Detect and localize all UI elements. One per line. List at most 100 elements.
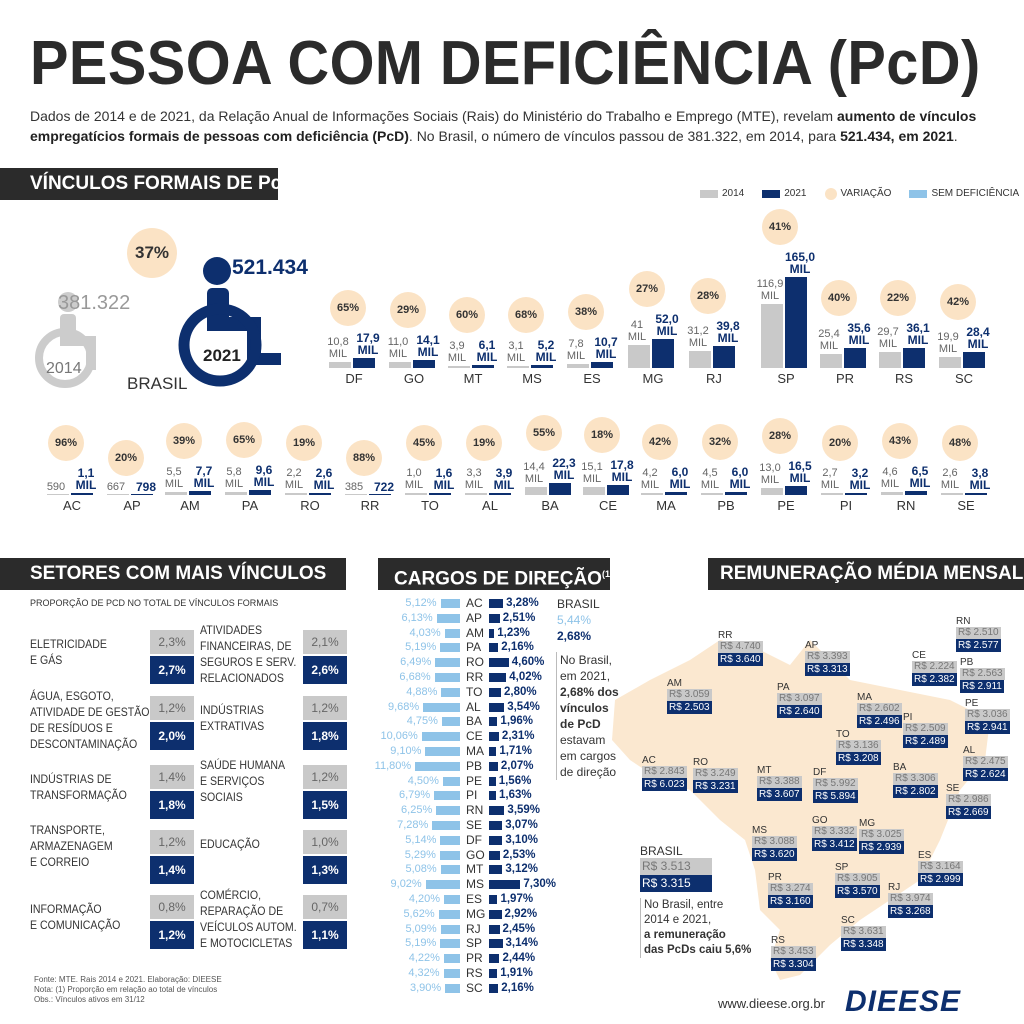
state-group-al: 3,3 MIL 3,9 MIL 19%	[460, 355, 520, 495]
bar-sem-deficiencia	[439, 850, 460, 860]
sector-value-2021: 1,4%	[150, 856, 194, 884]
bar-2014	[583, 486, 605, 495]
state-label: GO	[466, 847, 485, 862]
map-value-2021: R$ 2.802	[893, 785, 938, 798]
map-state-pa: PA R$ 3.097 R$ 2.640	[777, 682, 822, 718]
value-2021-unit: MIL	[535, 350, 557, 365]
state-label: DF	[345, 371, 363, 386]
map-value-2021: R$ 3.313	[805, 663, 850, 676]
map-state-rj: RJ R$ 3.974 R$ 3.268	[888, 882, 933, 918]
bar-pcd	[489, 850, 500, 860]
state-label: RN	[896, 498, 916, 513]
bar-sem-deficiencia	[434, 791, 460, 801]
bar-2021	[549, 482, 571, 495]
value-2021-number: 2,6	[315, 466, 333, 480]
value-pcd: 2,45%	[502, 922, 536, 935]
cargos-row-am: 4,03% AM 1,23%	[0, 626, 550, 641]
value-2021: 36,1 MIL	[903, 322, 933, 346]
value-2021: 6,1 MIL	[472, 339, 502, 363]
cargos-row-pa: 5,19% PA 2,16%	[0, 640, 550, 655]
legend-2014: 2014	[722, 188, 745, 199]
value-sem-deficiencia: 4,50%	[407, 774, 439, 787]
map-state-ac: AC R$ 2.843 R$ 6.023	[642, 755, 687, 791]
value-2021-unit: MIL	[357, 343, 379, 358]
cargos-brasil-pcd: 2,68%	[557, 629, 592, 643]
bar-2014	[701, 492, 723, 495]
state-label: PE	[777, 498, 795, 513]
map-state-ma: MA R$ 2.602 R$ 2.496	[857, 692, 902, 728]
bar-pcd	[489, 628, 495, 638]
state-group-mg: 41 MIL 52,0 MIL 27%	[623, 228, 683, 368]
value-sem-deficiencia: 6,25%	[401, 804, 433, 817]
state-group-ro: 2,2 MIL 2,6 MIL 19%	[280, 355, 340, 495]
sector-value-2014: 1,4%	[150, 765, 194, 789]
value-2021-number: 798	[135, 480, 157, 494]
variation-badge: 39%	[166, 422, 202, 459]
map-value-2014: R$ 3.905	[835, 873, 880, 885]
map-value-2021: R$ 2.669	[946, 806, 991, 819]
map-state-am: AM R$ 3.059 R$ 2.503	[667, 678, 712, 714]
legend-swatch-2021	[762, 190, 781, 198]
wheelchair-icon-2014	[35, 292, 96, 388]
footer-source: Fonte: MTE. Rais 2014 e 2021. Elaboração…	[34, 975, 222, 984]
variation-badge: 29%	[390, 292, 426, 329]
value-2014-unit: MIL	[878, 337, 898, 350]
value-2021-number: 28,4	[966, 325, 990, 340]
cargos-row-ma: 9,10% MA 1,71%	[0, 744, 550, 759]
value-sem-deficiencia: 4,20%	[408, 893, 441, 905]
value-2021: 165,0 MIL	[785, 251, 815, 275]
value-2021-unit: MIL	[909, 476, 931, 491]
map-state-label: AC	[642, 755, 656, 766]
bar-2021	[652, 339, 674, 368]
state-label: PB	[466, 758, 483, 773]
value-2014-number: 19,9	[937, 331, 959, 344]
cargos-row-ac: 5,12% AC 3,28%	[0, 596, 550, 611]
sector-value-2014: 1,0%	[303, 830, 347, 854]
legend-swatch-sem	[909, 190, 928, 198]
bar-pcd	[489, 835, 503, 845]
section-header-vinculos: VÍNCULOS FORMAIS DE PcDs	[0, 168, 306, 200]
variation-badge: 43%	[882, 423, 918, 460]
value-2021: 52,0 MIL	[652, 313, 682, 337]
bar-2014	[821, 493, 843, 495]
section-header-setores: SETORES COM MAIS VÍNCULOS	[0, 558, 346, 590]
legend-variacao: VARIAÇÃO	[840, 188, 892, 199]
bar-2014	[567, 363, 589, 368]
value-2021-number: 1,1	[77, 466, 95, 480]
state-label: ES	[466, 892, 483, 906]
map-value-2014: R$ 3.388	[757, 776, 802, 788]
map-value-2014: R$ 5.992	[813, 778, 858, 790]
value-2014-number: 590	[46, 481, 66, 493]
cargos-note-part: No Brasil, em 2021,	[560, 653, 613, 683]
footer-notes: Fonte: MTE. Rais 2014 e 2021. Elaboração…	[34, 975, 222, 1005]
remuneracao-brasil-2014: R$ 3.513	[640, 858, 712, 875]
bar-sem-deficiencia	[441, 687, 460, 697]
map-value-2014: R$ 3.249	[693, 768, 738, 780]
bar-sem-deficiencia	[440, 835, 460, 845]
bar-2021	[963, 352, 985, 368]
remuneracao-note-part: No Brasil, entre 2014 e 2021,	[644, 899, 724, 926]
map-value-2021: R$ 2.624	[963, 768, 1008, 781]
value-sem-deficiencia: 6,13%	[401, 611, 433, 624]
value-2021-number: 35,6	[847, 321, 871, 336]
map-value-2021: R$ 2.999	[918, 873, 963, 886]
value-sem-deficiencia: 5,19%	[405, 937, 437, 950]
value-2014-number: 5,8	[226, 465, 242, 478]
bar-2021	[309, 493, 331, 495]
website-link[interactable]: www.dieese.org.br	[718, 996, 825, 1011]
value-2021-number: 10,7	[594, 335, 618, 350]
map-state-label: AM	[667, 678, 682, 689]
value-2014-unit: MIL	[760, 473, 780, 486]
variation-badge: 20%	[822, 425, 858, 461]
bar-2021	[71, 493, 93, 495]
cargos-brasil-label: BRASIL	[557, 597, 600, 611]
cargos-row-sp: 5,19% SP 3,14%	[0, 936, 550, 951]
value-2021-number: 3,2	[851, 466, 869, 480]
map-value-2021: R$ 6.023	[642, 778, 687, 791]
value-2021: 16,5 MIL	[785, 460, 815, 484]
value-pcd: 2,44%	[502, 952, 536, 965]
bar-pcd	[489, 791, 496, 801]
state-group-pr: 25,4 MIL 35,6 MIL 40%	[815, 228, 875, 368]
bar-sem-deficiencia	[444, 895, 460, 904]
map-value-2021: R$ 3.348	[841, 938, 886, 951]
